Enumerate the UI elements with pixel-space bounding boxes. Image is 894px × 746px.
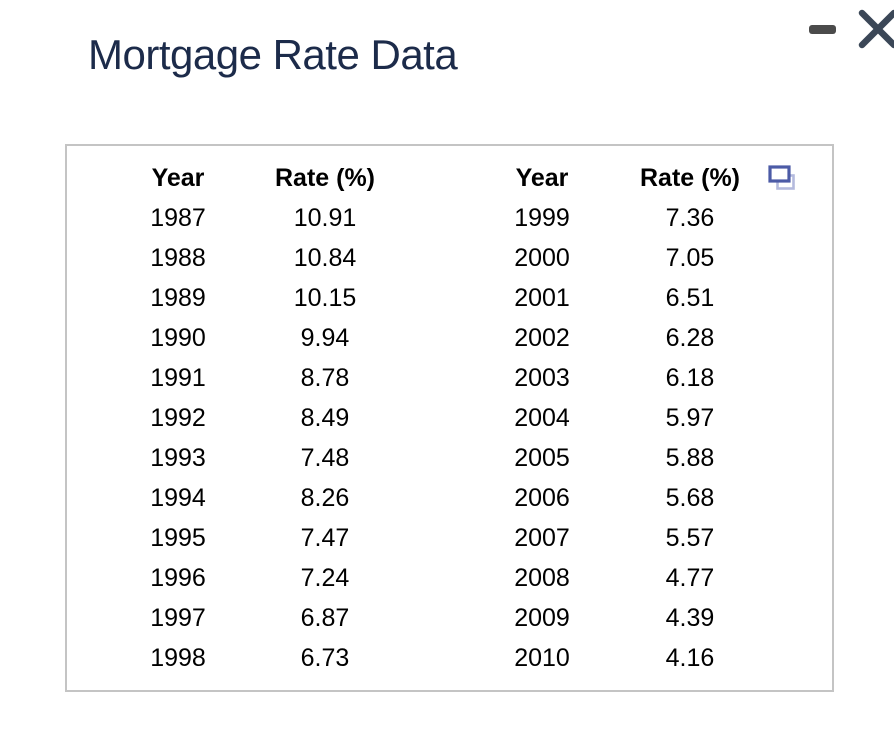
- year-cell: 2009: [514, 603, 570, 632]
- column-header-year-left: Year: [151, 163, 205, 192]
- table-row: 1988 10.84 2000 7.05: [67, 238, 832, 278]
- rate-cell: 7.48: [300, 443, 350, 472]
- year-cell: 2008: [514, 563, 570, 592]
- duplicate-window-icon: [768, 165, 795, 190]
- table-row: 1995 7.47 2007 5.57: [67, 518, 832, 558]
- year-cell: 1990: [150, 323, 206, 352]
- close-button[interactable]: [858, 8, 894, 50]
- year-cell: 2001: [514, 283, 570, 312]
- year-cell: 1987: [150, 203, 206, 232]
- table-row: 1998 6.73 2010 4.16: [67, 638, 832, 678]
- rate-cell: 9.94: [300, 323, 350, 352]
- rate-cell: 7.36: [665, 203, 715, 232]
- rate-cell: 5.68: [665, 483, 715, 512]
- rate-cell: 8.26: [300, 483, 350, 512]
- page-title: Mortgage Rate Data: [88, 31, 458, 78]
- year-cell: 1994: [150, 483, 206, 512]
- year-cell: 2002: [514, 323, 570, 352]
- column-header-rate-left: Rate (%): [274, 163, 375, 192]
- table-row: 1993 7.48 2005 5.88: [67, 438, 832, 478]
- year-cell: 1998: [150, 643, 206, 672]
- year-cell: 1992: [150, 403, 206, 432]
- rate-cell: 6.18: [665, 363, 715, 392]
- table-row: 1989 10.15 2001 6.51: [67, 278, 832, 318]
- rate-cell: 10.91: [293, 203, 357, 232]
- table-row: 1987 10.91 1999 7.36: [67, 198, 832, 238]
- rate-cell: 5.57: [665, 523, 715, 552]
- table-header-row: Year Rate (%) Year Rate (%): [67, 158, 832, 198]
- year-cell: 1989: [150, 283, 206, 312]
- close-icon: [858, 9, 894, 49]
- data-table-panel: Year Rate (%) Year Rate (%) 1987 10.91 1…: [65, 144, 834, 692]
- table-row: 1992 8.49 2004 5.97: [67, 398, 832, 438]
- year-cell: 2006: [514, 483, 570, 512]
- rate-cell: 4.39: [665, 603, 715, 632]
- rate-cell: 5.88: [665, 443, 715, 472]
- rate-cell: 8.49: [300, 403, 350, 432]
- rate-cell: 6.51: [665, 283, 715, 312]
- rate-cell: 6.28: [665, 323, 715, 352]
- rate-cell: 10.84: [293, 243, 357, 272]
- column-header-rate-right: Rate (%): [639, 163, 740, 192]
- year-cell: 2004: [514, 403, 570, 432]
- table-row: 1991 8.78 2003 6.18: [67, 358, 832, 398]
- year-cell: 2010: [514, 643, 570, 672]
- rate-cell: 6.87: [300, 603, 350, 632]
- year-cell: 2003: [514, 363, 570, 392]
- year-cell: 1995: [150, 523, 206, 552]
- year-cell: 2000: [514, 243, 570, 272]
- table-row: 1997 6.87 2009 4.39: [67, 598, 832, 638]
- year-cell: 1991: [150, 363, 206, 392]
- minimize-icon: [808, 24, 836, 34]
- table-row: 1990 9.94 2002 6.28: [67, 318, 832, 358]
- popout-button[interactable]: [768, 165, 796, 191]
- year-cell: 2007: [514, 523, 570, 552]
- year-cell: 1988: [150, 243, 206, 272]
- minimize-button[interactable]: [805, 19, 839, 39]
- rate-cell: 6.73: [300, 643, 350, 672]
- rate-cell: 7.05: [665, 243, 715, 272]
- year-cell: 1993: [150, 443, 206, 472]
- rate-cell: 7.24: [300, 563, 350, 592]
- year-cell: 1997: [150, 603, 206, 632]
- rate-cell: 4.77: [665, 563, 715, 592]
- table-row: 1996 7.24 2008 4.77: [67, 558, 832, 598]
- rate-cell: 7.47: [300, 523, 350, 552]
- rate-cell: 8.78: [300, 363, 350, 392]
- rate-cell: 5.97: [665, 403, 715, 432]
- rate-cell: 10.15: [293, 283, 357, 312]
- column-header-year-right: Year: [515, 163, 569, 192]
- year-cell: 1996: [150, 563, 206, 592]
- table-row: 1994 8.26 2006 5.68: [67, 478, 832, 518]
- year-cell: 1999: [514, 203, 570, 232]
- rate-cell: 4.16: [665, 643, 715, 672]
- year-cell: 2005: [514, 443, 570, 472]
